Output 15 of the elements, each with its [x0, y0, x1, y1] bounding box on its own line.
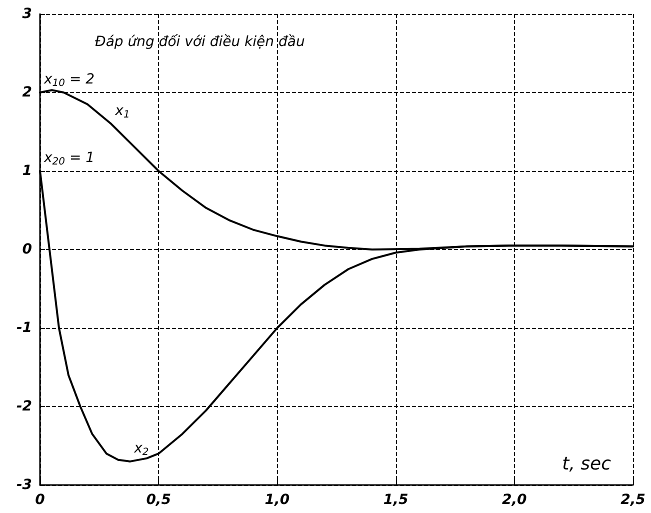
x-tick-label: 2,0: [502, 492, 528, 508]
x-tick-label: 0,5: [146, 492, 172, 508]
y-tick-label: 0: [22, 242, 32, 258]
x-tick-label: 1,0: [264, 492, 290, 508]
text: Đáp ứng đối với điều kiện đầu: [95, 34, 305, 50]
y-tick-label: 3: [22, 6, 32, 22]
x-axis-title: t, sec: [562, 454, 612, 474]
y-tick-label: -1: [16, 320, 32, 336]
y-tick-label: -3: [16, 477, 32, 493]
x-tick-label: 0: [35, 492, 46, 508]
x-tick-label: 2,5: [620, 492, 646, 508]
y-tick-label: 1: [22, 163, 32, 179]
y-tick-label: 2: [22, 84, 32, 100]
y-tick-label: -2: [16, 398, 32, 414]
x-tick-label: 1,5: [383, 492, 408, 508]
